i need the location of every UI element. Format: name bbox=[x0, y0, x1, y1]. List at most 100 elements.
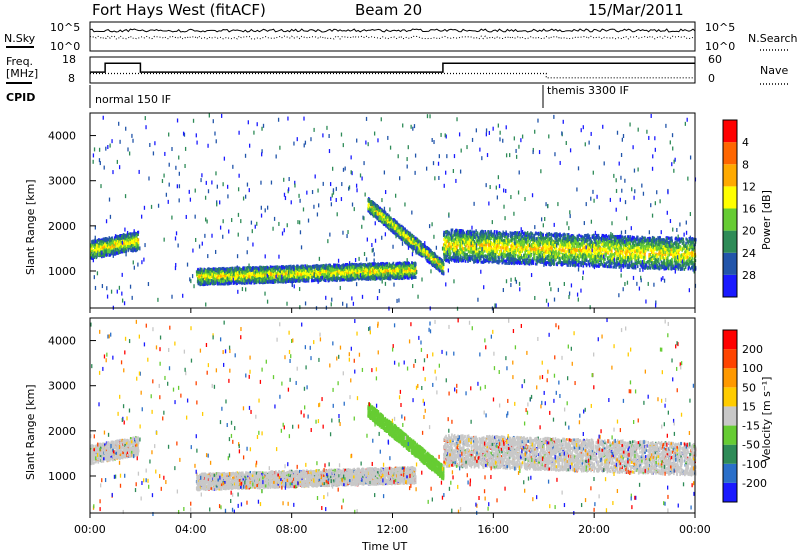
scatter-cell bbox=[247, 278, 249, 282]
scatter-cell bbox=[129, 232, 131, 236]
scatter-cell bbox=[93, 254, 95, 258]
scatter-cell bbox=[388, 262, 391, 266]
scatter-cell bbox=[105, 249, 107, 253]
scatter-cell bbox=[238, 281, 241, 285]
scatter-cell bbox=[252, 276, 254, 280]
scatter-cell bbox=[114, 249, 117, 253]
scatter-cell bbox=[126, 237, 129, 241]
scatter-cell bbox=[362, 272, 365, 276]
scatter-cell bbox=[389, 277, 392, 281]
scatter-cell bbox=[356, 274, 359, 278]
scatter-cell bbox=[135, 242, 138, 246]
scatter-cell bbox=[223, 269, 226, 273]
scatter-cell bbox=[216, 282, 219, 286]
scatter-cell bbox=[406, 269, 409, 273]
scatter-cell bbox=[130, 240, 133, 244]
scatter-cell bbox=[134, 248, 136, 252]
scatter-cell bbox=[130, 243, 133, 247]
scatter-cell bbox=[412, 266, 415, 270]
scatter-cell bbox=[199, 271, 202, 275]
scatter-cell bbox=[120, 250, 123, 254]
scatter-cell bbox=[116, 240, 119, 244]
scatter-cell bbox=[333, 264, 336, 268]
scatter-cell bbox=[234, 276, 237, 280]
scatter-cell bbox=[356, 269, 359, 273]
scatter-cell bbox=[109, 253, 111, 257]
scatter-cell bbox=[283, 272, 285, 276]
scatter-cell bbox=[101, 246, 104, 250]
scatter-cell bbox=[410, 268, 413, 272]
freq-panel-frame bbox=[89, 56, 696, 84]
frequency-line bbox=[90, 62, 695, 73]
scatter-cell bbox=[200, 271, 203, 275]
scatter-cell bbox=[236, 271, 239, 275]
scatter-cell bbox=[394, 275, 396, 279]
scatter-cell bbox=[317, 275, 319, 279]
scatter-cell bbox=[277, 280, 279, 284]
freq-label-top: Freq. bbox=[6, 55, 33, 68]
scatter-cell bbox=[240, 267, 243, 271]
scatter-cell bbox=[404, 275, 406, 279]
scatter-cell bbox=[99, 240, 101, 244]
scatter-cell bbox=[331, 268, 333, 272]
scatter-cell bbox=[272, 267, 275, 271]
scatter-cell bbox=[98, 238, 100, 242]
scatter-cell bbox=[209, 270, 212, 274]
scatter-cell bbox=[346, 277, 349, 281]
scatter-cell bbox=[111, 250, 114, 254]
scatter-cell bbox=[111, 246, 114, 250]
scatter-cell bbox=[318, 267, 321, 271]
scatter-cell bbox=[283, 275, 286, 279]
scatter-cell bbox=[107, 249, 109, 253]
scatter-cell bbox=[93, 245, 96, 249]
scatter-cell bbox=[342, 264, 344, 268]
scatter-cell bbox=[238, 270, 241, 274]
scatter-cell bbox=[249, 272, 251, 276]
scatter-cell bbox=[95, 256, 97, 260]
scatter-cell bbox=[297, 279, 300, 283]
scatter-cell bbox=[249, 269, 251, 273]
scatter-cell bbox=[385, 275, 388, 279]
scatter-cell bbox=[214, 273, 216, 277]
scatter-cell bbox=[114, 247, 117, 251]
scatter-cell bbox=[122, 248, 125, 252]
scatter-cell bbox=[126, 241, 129, 245]
scatter-cell bbox=[104, 239, 107, 243]
scatter-cell bbox=[132, 246, 135, 250]
scatter-cell bbox=[345, 269, 347, 273]
scatter-cell bbox=[366, 276, 369, 280]
scatter-cell bbox=[391, 265, 393, 269]
scatter-cell bbox=[393, 266, 395, 270]
scatter-cell bbox=[300, 269, 303, 273]
scatter-cell bbox=[257, 273, 259, 277]
scatter-cell bbox=[116, 247, 119, 251]
scatter-cell bbox=[136, 230, 139, 234]
cpid-mode-1: normal 150 IF bbox=[95, 93, 171, 106]
scatter-cell bbox=[91, 241, 94, 245]
scatter-cell bbox=[215, 268, 218, 272]
scatter-cell bbox=[250, 273, 253, 277]
scatter-cell bbox=[132, 235, 135, 239]
scatter-cell bbox=[95, 249, 98, 253]
scatter-cell bbox=[315, 270, 318, 274]
scatter-cell bbox=[373, 262, 375, 266]
scatter-cell bbox=[303, 268, 305, 272]
scatter-cell bbox=[107, 245, 109, 249]
power-scatter bbox=[90, 113, 697, 311]
scatter-cell bbox=[132, 244, 135, 248]
scatter-cell bbox=[116, 235, 119, 239]
freq-label-bottom: [MHz] bbox=[6, 67, 38, 80]
scatter-cell bbox=[346, 266, 349, 270]
scatter-cell bbox=[285, 265, 288, 269]
scatter-cell bbox=[90, 253, 92, 257]
scatter-cell bbox=[319, 271, 321, 275]
scatter-cell bbox=[120, 240, 123, 244]
scatter-cell bbox=[94, 243, 96, 247]
scatter-cell bbox=[350, 273, 353, 277]
scatter-cell bbox=[246, 266, 248, 270]
scatter-cell bbox=[268, 266, 270, 270]
scatter-cell bbox=[404, 267, 406, 271]
scatter-cell bbox=[312, 265, 315, 269]
scatter-cell bbox=[113, 242, 115, 246]
scatter-cell bbox=[351, 269, 353, 273]
